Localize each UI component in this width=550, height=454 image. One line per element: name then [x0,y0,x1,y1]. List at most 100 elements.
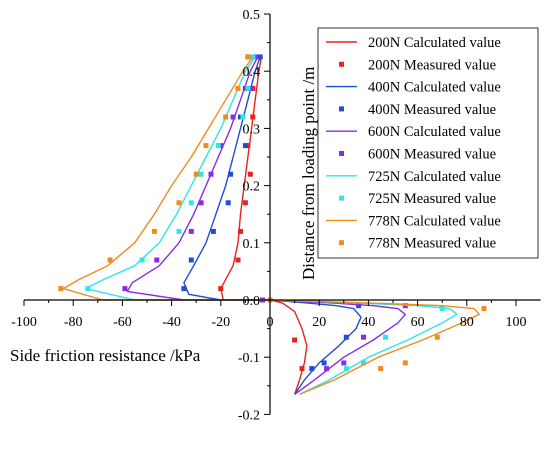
data-point [343,334,349,340]
data-point [240,114,246,120]
series-line [84,56,458,396]
series-7 [84,56,458,396]
data-point [242,200,248,206]
x-ticks: -100 -80 -60 -40 -20 0 20 40 60 80 100 [11,300,527,330]
data-point [154,257,160,263]
legend-item: 725N Measured value [339,191,496,207]
data-point [343,366,349,372]
data-point [58,286,64,292]
data-point [223,114,229,120]
data-point [198,171,204,177]
data-point [188,228,194,234]
data-point [245,54,251,60]
data-point [250,114,256,120]
legend-item: 778N Calculated value [326,213,501,229]
legend-swatch [339,240,344,246]
data-point [85,286,91,292]
legend-label: 725N Measured value [368,191,496,207]
legend-label: 725N Calculated value [368,169,501,185]
x-axis-title: Side friction resistance /kPa [10,346,201,365]
legend-swatch [339,151,344,156]
legend-label: 200N Calculated value [368,35,501,51]
data-point [188,200,194,206]
y-tick-label: -0.1 [238,351,260,366]
x-tick-label: -20 [211,315,230,330]
data-point [321,360,327,366]
legend-label: 600N Measured value [368,147,496,163]
data-point [203,143,209,149]
data-point [235,257,241,263]
y-axis-title: Distance from loading point /m [299,67,318,280]
series-2 [218,54,305,372]
data-point [361,360,366,366]
x-tick-label: -80 [64,315,83,330]
data-point [242,143,248,149]
data-point [235,85,241,91]
data-point [208,171,214,177]
data-point [122,286,128,292]
data-point [356,303,362,309]
y-tick-label: -0.2 [238,408,260,423]
data-point [151,228,157,234]
data-point [299,366,305,372]
legend: 200N Calculated value 200N Measured value… [317,27,539,259]
legend-item: 725N Calculated value [326,169,501,185]
legend-item: 400N Calculated value [326,80,501,96]
y-tick-label: 0.0 [243,294,261,309]
y-tick-label: 0.2 [243,180,261,195]
x-tick-label: -60 [113,315,132,330]
data-point [139,257,145,263]
legend-label: 600N Calculated value [368,124,501,140]
legend-item: 600N Measured value [339,147,496,163]
legend-item: 600N Calculated value [326,124,501,140]
legend-label: 778N Calculated value [368,213,501,229]
legend-label: 778N Measured value [368,236,496,252]
legend-item: 200N Measured value [339,57,496,73]
data-point [383,334,389,340]
data-point [193,171,199,177]
data-point [188,257,194,263]
data-point [481,306,487,312]
data-point [434,334,440,340]
data-point [215,143,221,149]
y-tick-label: 0.3 [243,122,261,137]
data-point [378,366,384,372]
legend-item: 200N Calculated value [326,35,501,51]
legend-item: 400N Measured value [339,102,496,118]
data-point [324,366,330,372]
x-tick-label: -40 [162,315,181,330]
legend-swatch [339,61,344,67]
data-point [402,360,408,366]
data-point [225,200,231,206]
series-5 [126,56,406,395]
x-tick-label: 60 [411,315,425,330]
data-point [439,306,445,312]
legend-item: 778N Measured value [339,236,496,252]
y-tick-label: 0.1 [243,237,261,252]
data-point [247,171,253,177]
y-tick-label: 0.4 [243,65,261,80]
legend-swatch [339,195,344,201]
data-point [341,360,347,366]
data-point [176,200,182,206]
series-9 [62,56,480,396]
y-tick-label: 0.5 [243,8,261,23]
x-tick-label: 20 [312,315,326,330]
x-tick-label: -100 [11,315,37,330]
data-point [230,114,236,120]
series-1 [220,56,308,395]
x-tick-label: 100 [506,315,527,330]
series-line [126,56,406,395]
series-line [62,56,480,396]
data-point [361,334,366,340]
series-layer [58,54,487,396]
series-line [220,56,308,395]
axes-layer: -100 -80 -60 -40 -20 0 20 40 60 80 100 -0.2 -0.1 0.0… [11,8,541,423]
legend-items: 200N Calculated value 200N Measured value… [326,35,501,252]
y-ticks: -0.2 -0.1 0.0 0.1 0.2 0.3 0.4 0.5 [238,8,270,423]
data-point [181,286,187,292]
data-point [210,228,216,234]
data-point [218,286,224,292]
data-point [228,171,234,177]
